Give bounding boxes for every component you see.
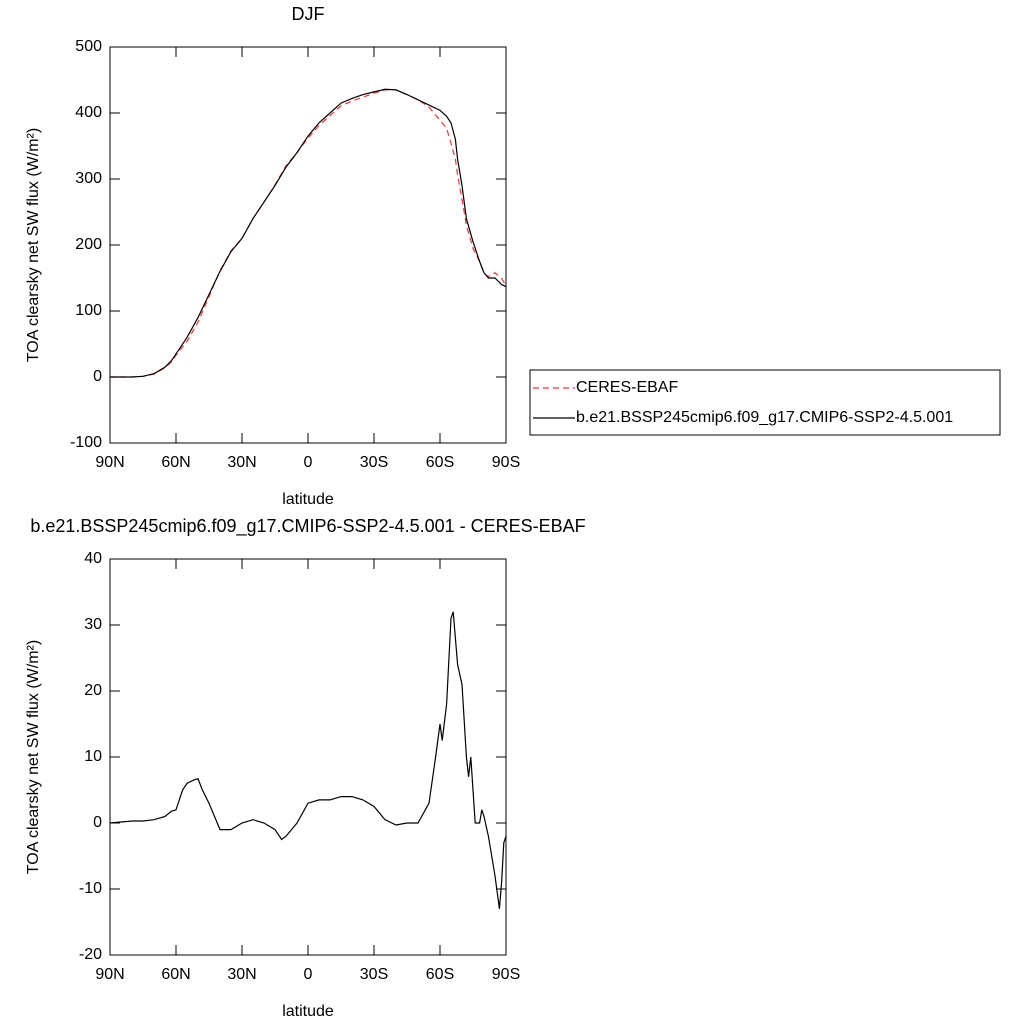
x-axis-label: latitude — [282, 491, 334, 508]
chart-title: b.e21.BSSP245cmip6.f09_g17.CMIP6-SSP2-4.… — [30, 516, 585, 537]
data-line — [110, 89, 507, 378]
y-tick-label: 200 — [75, 236, 102, 253]
x-tick-label: 90S — [492, 966, 520, 983]
x-tick-label: 30S — [360, 454, 388, 471]
y-tick-label: 10 — [84, 748, 102, 765]
x-axis-label: latitude — [282, 1003, 334, 1020]
x-tick-label: 0 — [304, 454, 313, 471]
x-tick-label: 30S — [360, 966, 388, 983]
y-tick-label: 0 — [93, 814, 102, 831]
x-tick-label: 60N — [161, 454, 190, 471]
legend-box — [529, 369, 1001, 436]
y-tick-label: -10 — [79, 880, 102, 897]
data-line — [110, 88, 507, 378]
x-tick-label: 90N — [95, 454, 124, 471]
legend-label: CERES-EBAF — [576, 379, 678, 396]
chart-title: DJF — [292, 4, 325, 24]
y-tick-label: 500 — [75, 38, 102, 55]
x-tick-label: 60S — [426, 454, 454, 471]
y-tick-label: -100 — [70, 434, 102, 451]
x-tick-label: 60N — [161, 966, 190, 983]
plot-frame — [109, 46, 507, 444]
x-tick-label: 30N — [227, 966, 256, 983]
x-tick-label: 0 — [304, 966, 313, 983]
y-tick-label: 300 — [75, 170, 102, 187]
y-tick-label: 40 — [84, 550, 102, 567]
x-tick-label: 90N — [95, 966, 124, 983]
legend-label: b.e21.BSSP245cmip6.f09_g17.CMIP6-SSP2-4.… — [576, 409, 953, 426]
y-tick-label: 400 — [75, 104, 102, 121]
x-tick-label: 60S — [426, 966, 454, 983]
x-tick-label: 90S — [492, 454, 520, 471]
y-axis-label: TOA clearsky net SW flux (W/m²) — [25, 128, 42, 362]
y-axis-label: TOA clearsky net SW flux (W/m²) — [25, 640, 42, 874]
y-tick-label: -20 — [79, 946, 102, 963]
y-tick-label: 30 — [84, 616, 102, 633]
y-tick-label: 0 — [93, 368, 102, 385]
x-tick-label: 30N — [227, 454, 256, 471]
y-tick-label: 100 — [75, 302, 102, 319]
plot-frame — [109, 558, 507, 956]
data-line — [109, 611, 507, 909]
y-tick-label: 20 — [84, 682, 102, 699]
